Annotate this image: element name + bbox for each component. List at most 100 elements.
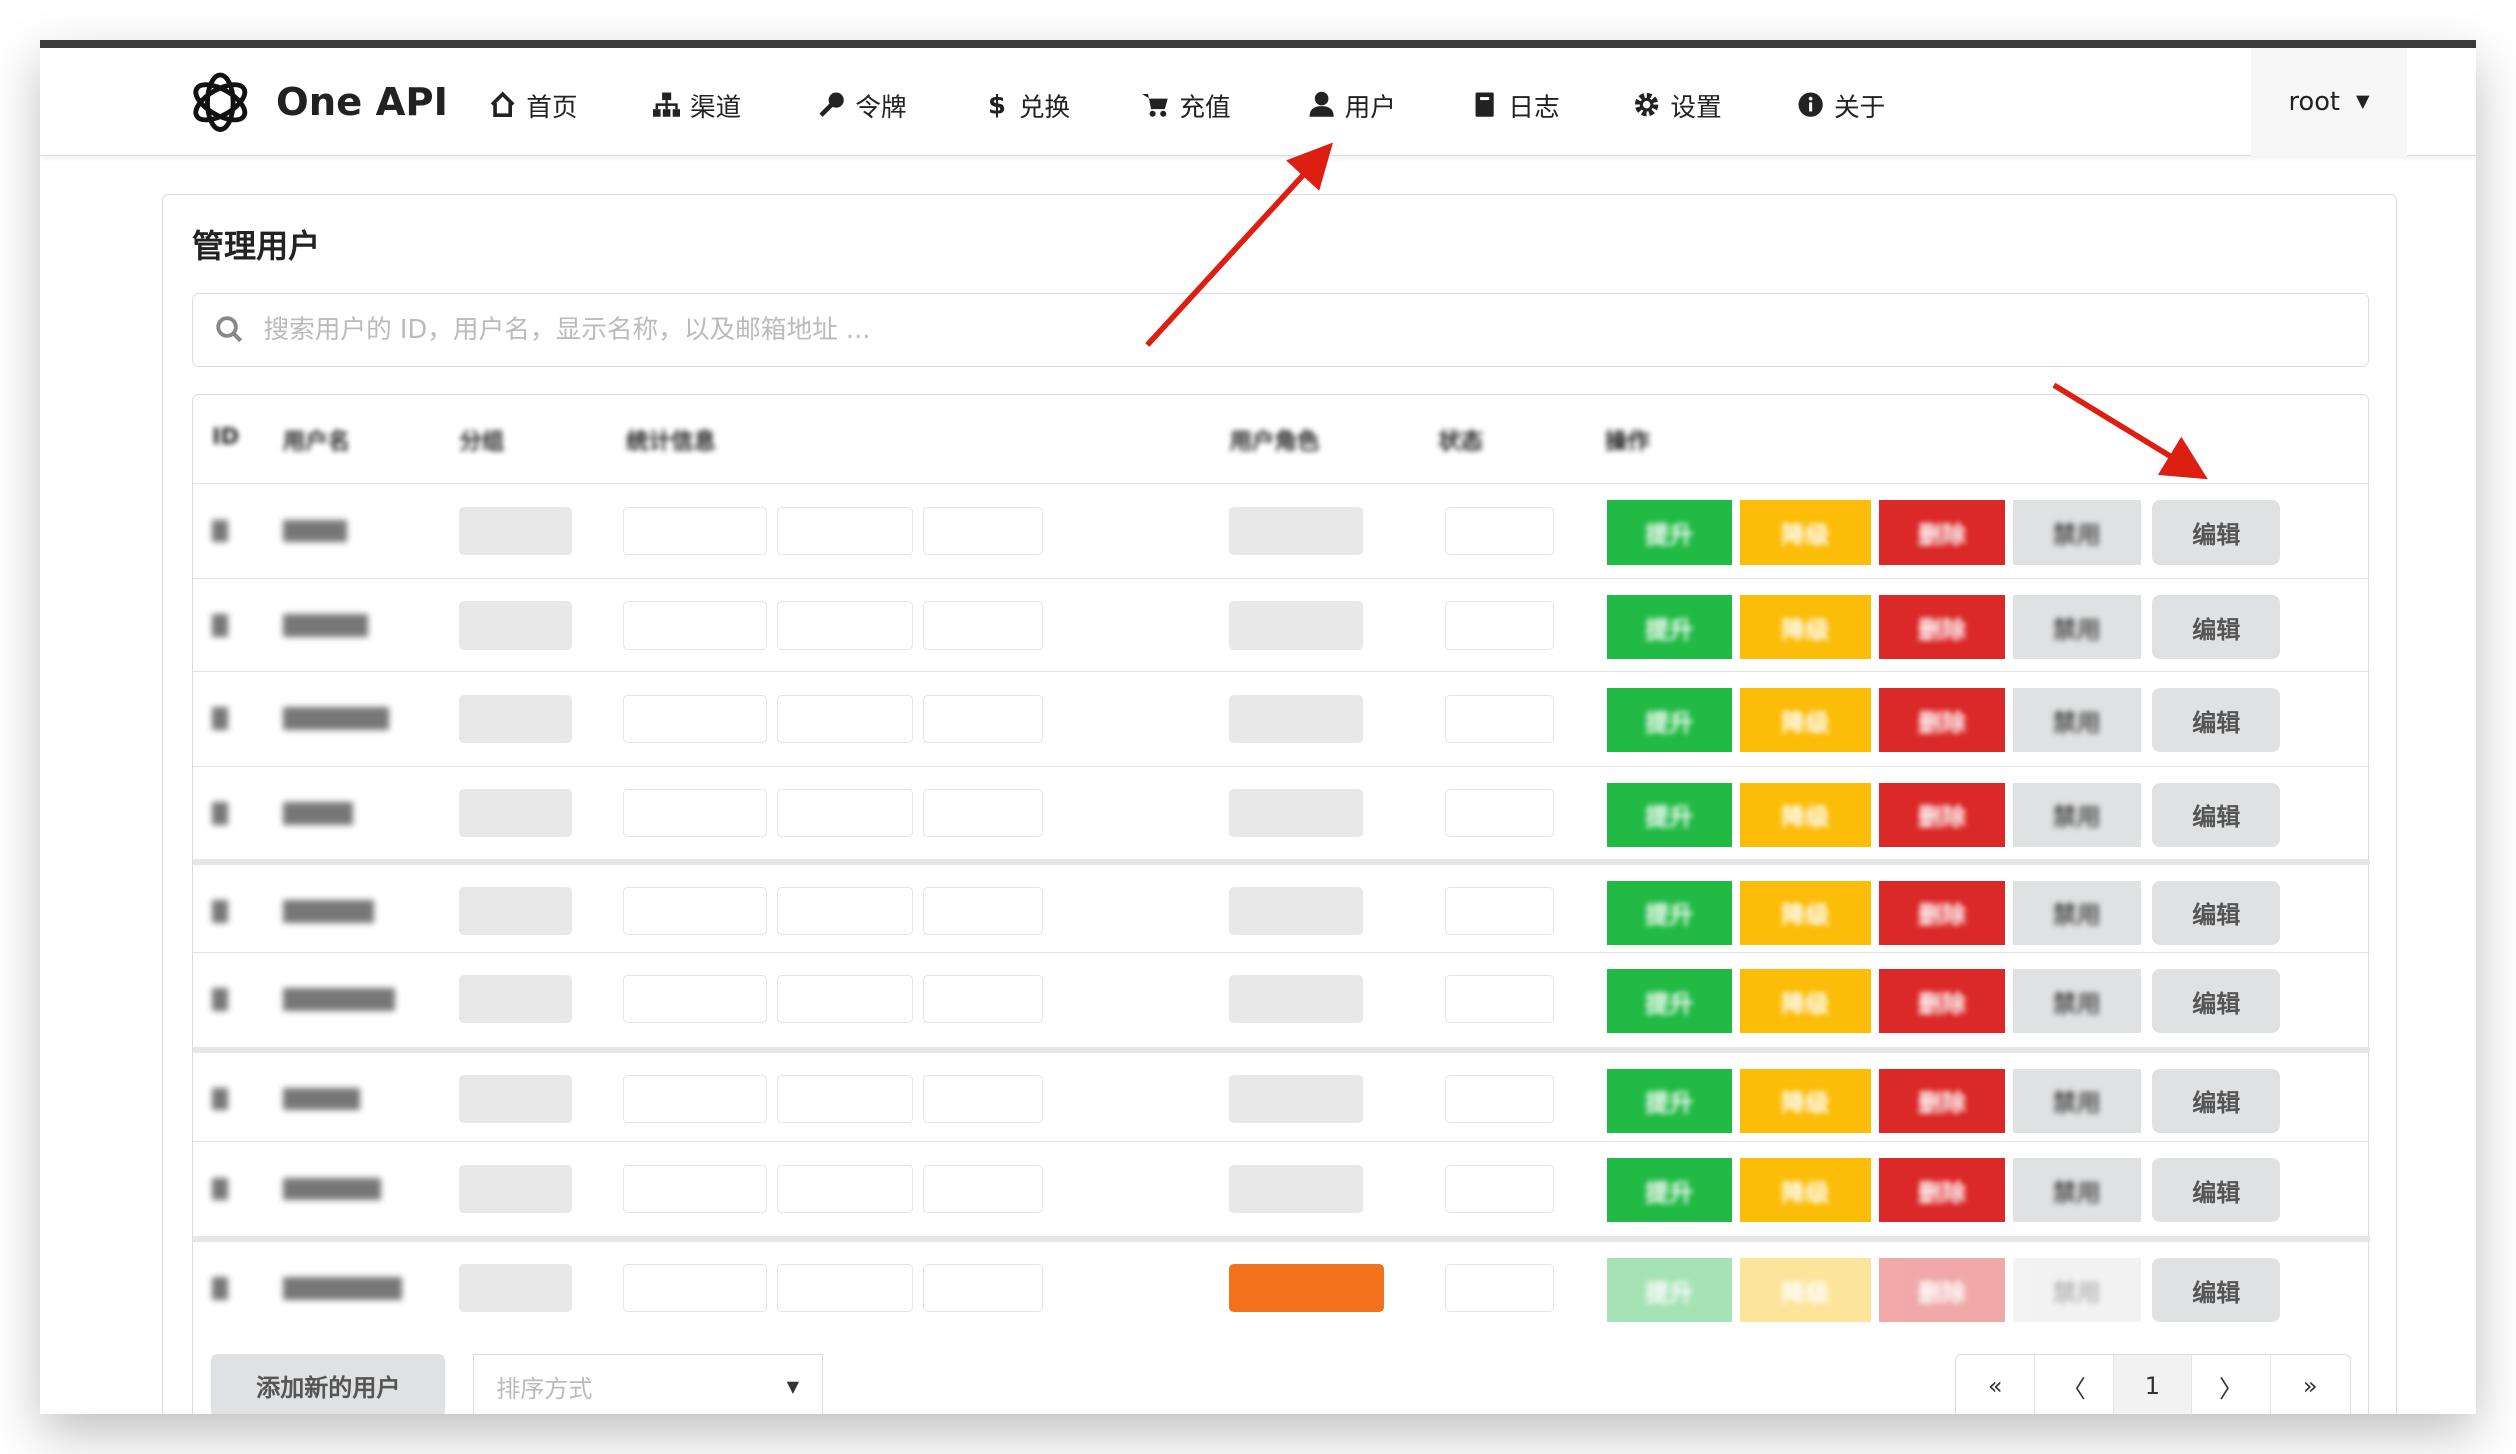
nav-item-6[interactable]: 日志 [1471,87,1560,124]
search-field[interactable] [191,293,2370,367]
stats-badge [923,694,1044,743]
demote-button[interactable]: 降级 [1739,1257,1872,1323]
delete-button[interactable]: 删除 [1879,595,2005,660]
page-button[interactable]: 〈 [2035,1354,2114,1414]
nav-item-2[interactable]: 令牌 [818,87,907,124]
role-badge [1229,506,1363,555]
promote-button[interactable]: 提升 [1606,688,1732,753]
search-input[interactable] [263,314,2202,345]
delete-button[interactable]: 删除 [1879,968,2005,1034]
disable-button[interactable]: 禁用 [2012,880,2141,946]
demote-button[interactable]: 降级 [1739,595,1872,660]
status-badge [1444,887,1554,936]
promote-button[interactable]: 提升 [1606,968,1732,1034]
table-row: 提升 降级 删除 禁用 编辑 [192,1046,2371,1140]
stats-badge [622,789,768,838]
disable-button[interactable]: 禁用 [2012,782,2141,847]
column-header[interactable]: 状态 [1438,428,1483,455]
disable-button[interactable]: 禁用 [2012,688,2141,753]
add-user-button[interactable]: 添加新的用户 [211,1353,446,1414]
caret-down-icon: ▼ [2356,91,2370,112]
delete-button[interactable]: 删除 [1879,1158,2005,1223]
edit-button[interactable]: 编辑 [2152,1068,2281,1133]
promote-button[interactable]: 提升 [1606,782,1732,847]
demote-button[interactable]: 降级 [1739,500,1872,565]
disable-button[interactable]: 禁用 [2012,595,2141,660]
disable-button[interactable]: 禁用 [2012,500,2141,565]
nav-item-1[interactable]: 渠道 [653,87,741,124]
disable-button[interactable]: 禁用 [2012,968,2141,1034]
brand-name[interactable]: One API [275,80,448,126]
delete-button[interactable]: 删除 [1879,500,2005,565]
stats-badge [923,601,1044,650]
edit-button[interactable]: 编辑 [2152,968,2281,1034]
promote-button[interactable]: 提升 [1606,1068,1732,1133]
edit-button[interactable]: 编辑 [2152,782,2281,847]
edit-button[interactable]: 编辑 [2152,595,2281,660]
stats-badge [776,601,914,650]
nav-item-5[interactable]: 用户 [1308,87,1396,124]
demote-button[interactable]: 降级 [1739,880,1872,946]
promote-button[interactable]: 提升 [1606,880,1732,946]
promote-button[interactable]: 提升 [1606,595,1732,660]
nav-item-8[interactable]: 关于 [1797,87,1885,124]
edit-button[interactable]: 编辑 [2152,500,2281,565]
nav-item-7[interactable]: 设置 [1633,87,1722,124]
delete-button[interactable]: 删除 [1879,782,2005,847]
username-cell [282,707,389,730]
page-button[interactable]: « [1956,1354,2035,1414]
home-icon [491,91,515,118]
table-row: 提升 降级 删除 禁用 编辑 [192,765,2371,859]
sort-dropdown[interactable]: 排序方式 ▼ [472,1353,823,1414]
delete-button[interactable]: 删除 [1879,880,2005,946]
promote-button[interactable]: 提升 [1606,500,1732,565]
header: One API 首页 渠道 令牌 $ 兑换 充值 用户 日志 设置 关于 root ▼ [40,48,2476,156]
demote-button[interactable]: 降级 [1739,1158,1872,1223]
demote-button[interactable]: 降级 [1739,688,1872,753]
delete-button[interactable]: 删除 [1879,688,2005,753]
page-button[interactable]: 〉 [2192,1354,2271,1414]
edit-button[interactable]: 编辑 [2152,1158,2281,1223]
status-badge [1444,1264,1554,1313]
nav-item-4[interactable]: 充值 [1142,87,1231,124]
demote-button[interactable]: 降级 [1739,968,1872,1034]
page-button[interactable]: » [2302,1372,2318,1401]
user-menu-dropdown[interactable]: root ▼ [2251,48,2407,156]
page-button[interactable]: 1 [2113,1354,2193,1414]
group-badge [459,1075,572,1124]
stats-badge [776,887,914,936]
key-icon [819,92,845,118]
promote-button[interactable]: 提升 [1606,1257,1732,1323]
username-cell [282,1277,402,1300]
disable-button[interactable]: 禁用 [2012,1257,2141,1323]
column-header[interactable]: ID [212,423,240,450]
column-header[interactable]: 统计信息 [626,428,716,455]
nav-label: 兑换 [1018,92,1071,123]
nav-label: 关于 [1834,92,1886,123]
sitemap-icon [653,92,681,118]
nav-label: 设置 [1670,92,1722,123]
username: root [2288,86,2340,117]
edit-button[interactable]: 编辑 [2152,880,2281,946]
disable-button[interactable]: 禁用 [2012,1158,2141,1223]
column-header[interactable]: 操作 [1604,428,1650,455]
edit-button[interactable]: 编辑 [2152,688,2281,753]
table-row: 提升 降级 删除 禁用 编辑 [192,1235,2371,1329]
column-header[interactable]: 用户名 [282,428,351,455]
column-header[interactable]: 用户角色 [1229,428,1320,455]
delete-button[interactable]: 删除 [1879,1068,2005,1133]
id-cell [212,802,229,825]
column-header[interactable]: 分组 [459,428,505,455]
table-row: 提升 降级 删除 禁用 编辑 [192,1141,2371,1234]
demote-button[interactable]: 降级 [1739,1068,1872,1133]
status-badge [1444,506,1554,555]
stats-badge [776,1264,914,1313]
promote-button[interactable]: 提升 [1606,1158,1732,1223]
disable-button[interactable]: 禁用 [2012,1068,2141,1133]
demote-button[interactable]: 降级 [1739,782,1872,847]
nav-item-0[interactable]: 首页 [489,87,578,124]
delete-button[interactable]: 删除 [1879,1257,2005,1323]
stats-badge [776,506,914,555]
edit-button[interactable]: 编辑 [2152,1257,2281,1323]
nav-item-3[interactable]: $ 兑换 [982,87,1070,124]
